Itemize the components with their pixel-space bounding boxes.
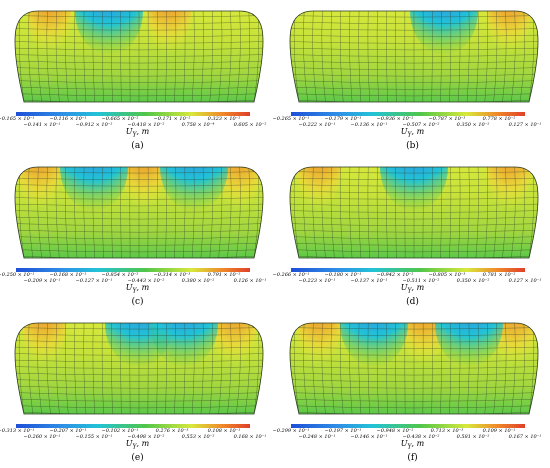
colorbar-tick-label: −0.942 × 10⁻² [376, 272, 414, 278]
colorbar-tick-label: 0.380 × 10⁻² [181, 278, 215, 284]
colorbar-tick-label: −0.141 × 10⁻¹ [23, 122, 61, 128]
colorbar-tick-label: 0.581 × 10⁻² [456, 434, 490, 440]
colorbar-tick-label: −0.507 × 10⁻² [402, 122, 440, 128]
colorbar-tick-label: −0.250 × 10⁻¹ [0, 272, 35, 278]
colorbar-axis-label: UY, m [125, 127, 150, 139]
colorbar-tick-label: −0.948 × 10⁻² [376, 428, 414, 434]
panel-caption: (f) [407, 453, 418, 463]
colorbar-tick-label: −0.222 × 10⁻¹ [298, 122, 336, 128]
colorbar-tick-label: −0.180 × 10⁻¹ [324, 272, 362, 278]
colorbar-tick-label: −0.127 × 10⁻¹ [75, 278, 113, 284]
colorbar-tick-label: 0.108 × 10⁻¹ [207, 428, 241, 434]
colorbar-tick-label: 0.713 × 10⁻³ [430, 428, 464, 434]
colorbar-tick-label: −0.313 × 10⁻¹ [0, 428, 35, 434]
colorbar-tick-label: 0.323 × 10⁻² [207, 116, 241, 122]
colorbar-tick-label: 0.126 × 10⁻¹ [233, 278, 267, 284]
colorbar-tick-label: −0.102 × 10⁻¹ [101, 428, 139, 434]
contour-plot [289, 322, 539, 428]
colorbar-tick-label: −0.146 × 10⁻¹ [350, 434, 388, 440]
colorbar-tick-label: −0.511 × 10⁻² [402, 278, 440, 284]
colorbar-tick-label: 0.350 × 10⁻² [456, 278, 490, 284]
colorbar-tick-label: −0.171 × 10⁻² [153, 116, 191, 122]
colorbar-tick-label: −0.197 × 10⁻¹ [324, 428, 362, 434]
colorbar-tick-label: −0.665 × 10⁻² [101, 116, 139, 122]
colorbar-tick-label: −0.912 × 10⁻² [75, 122, 113, 128]
colorbar-tick-label: 0.605 × 10⁻² [233, 122, 267, 128]
colorbar-tick-label: −0.265 × 10⁻¹ [272, 116, 310, 122]
panel-caption: (c) [131, 297, 144, 307]
panel-caption: (a) [131, 141, 144, 151]
panel-f: −0.299 × 10⁻¹ −0.197 × 10⁻¹ −0.948 × 10⁻² 0… [272, 312, 550, 468]
contour-plot [14, 166, 264, 272]
colorbar-tick-label: −0.787 × 10⁻³ [428, 116, 466, 122]
colorbar-tick-label: 0.758 × 10⁻⁴ [181, 122, 215, 128]
colorbar-tick-label: 0.781 × 10⁻² [482, 272, 516, 278]
contour-plot [14, 10, 264, 116]
colorbar-tick-label: 0.127 × 10⁻¹ [508, 122, 542, 128]
colorbar-tick-label: −0.854 × 10⁻² [101, 272, 139, 278]
colorbar-tick-label: −0.936 × 10⁻² [376, 116, 414, 122]
panel-caption: (d) [406, 297, 419, 307]
colorbar-tick-label: −0.223 × 10⁻¹ [298, 278, 336, 284]
panel-caption: (b) [406, 141, 419, 151]
colorbar-tick-label: −0.207 × 10⁻¹ [49, 428, 87, 434]
colorbar-axis-label: UY, m [400, 283, 425, 295]
panel-a: −0.165 × 10⁻¹ −0.116 × 10⁻¹ −0.665 × 10⁻² −… [0, 0, 275, 156]
color-bar [291, 112, 525, 116]
color-bar [16, 268, 250, 272]
colorbar-tick-label: 0.553 × 10⁻² [181, 434, 215, 440]
colorbar-tick-label: −0.299 × 10⁻¹ [272, 428, 310, 434]
colorbar-tick-label: −0.443 × 10⁻² [127, 278, 165, 284]
contour-plot [289, 166, 539, 272]
colorbar-tick-label: −0.209 × 10⁻¹ [23, 278, 61, 284]
colorbar-tick-label: −0.165 × 10⁻¹ [0, 116, 35, 122]
panel-caption: (e) [131, 453, 144, 463]
colorbar-tick-label: −0.438 × 10⁻² [402, 434, 440, 440]
colorbar-axis-label: UY, m [125, 283, 150, 295]
colorbar-tick-label: 0.778 × 10⁻² [482, 116, 516, 122]
colorbar-tick-label: −0.116 × 10⁻¹ [49, 116, 87, 122]
colorbar-tick-label: −0.137 × 10⁻¹ [350, 278, 388, 284]
colorbar-tick-label: −0.136 × 10⁻¹ [350, 122, 388, 128]
contour-plot [289, 10, 539, 116]
colorbar-tick-label: 0.276 × 10⁻³ [155, 428, 189, 434]
panel-c: −0.250 × 10⁻¹ −0.168 × 10⁻¹ −0.854 × 10⁻² −… [0, 156, 275, 312]
colorbar-tick-label: −0.248 × 10⁻¹ [298, 434, 336, 440]
colorbar-axis-label: UY, m [125, 439, 150, 451]
colorbar-tick-label: 0.127 × 10⁻¹ [508, 278, 542, 284]
contour-plot [14, 322, 264, 428]
colorbar-tick-label: −0.418 × 10⁻² [127, 122, 165, 128]
colorbar-tick-label: −0.155 × 10⁻¹ [75, 434, 113, 440]
colorbar-tick-label: 0.168 × 10⁻¹ [233, 434, 267, 440]
colorbar-tick-label: −0.168 × 10⁻¹ [49, 272, 87, 278]
color-bar [16, 424, 250, 428]
colorbar-tick-label: −0.498 × 10⁻² [127, 434, 165, 440]
colorbar-tick-label: 0.167 × 10⁻¹ [508, 434, 542, 440]
color-bar [291, 268, 525, 272]
colorbar-axis-label: UY, m [400, 127, 425, 139]
colorbar-tick-label: 0.791 × 10⁻² [207, 272, 241, 278]
colorbar-tick-label: 0.350 × 10⁻² [456, 122, 490, 128]
colorbar-axis-label: UY, m [400, 439, 425, 451]
colorbar-tick-label: −0.266 × 10⁻¹ [272, 272, 310, 278]
colorbar-tick-label: −0.805 × 10⁻³ [428, 272, 466, 278]
panel-d: −0.266 × 10⁻¹ −0.180 × 10⁻¹ −0.942 × 10⁻² −… [272, 156, 550, 312]
colorbar-tick-label: −0.314 × 10⁻³ [153, 272, 191, 278]
panel-e: −0.313 × 10⁻¹ −0.207 × 10⁻¹ −0.102 × 10⁻¹ 0… [0, 312, 275, 468]
color-bar [16, 112, 250, 116]
colorbar-tick-label: 0.109 × 10⁻¹ [482, 428, 516, 434]
colorbar-tick-label: −0.260 × 10⁻¹ [23, 434, 61, 440]
panel-b: −0.265 × 10⁻¹ −0.179 × 10⁻¹ −0.936 × 10⁻² −… [272, 0, 550, 156]
color-bar [291, 424, 525, 428]
colorbar-tick-label: −0.179 × 10⁻¹ [324, 116, 362, 122]
